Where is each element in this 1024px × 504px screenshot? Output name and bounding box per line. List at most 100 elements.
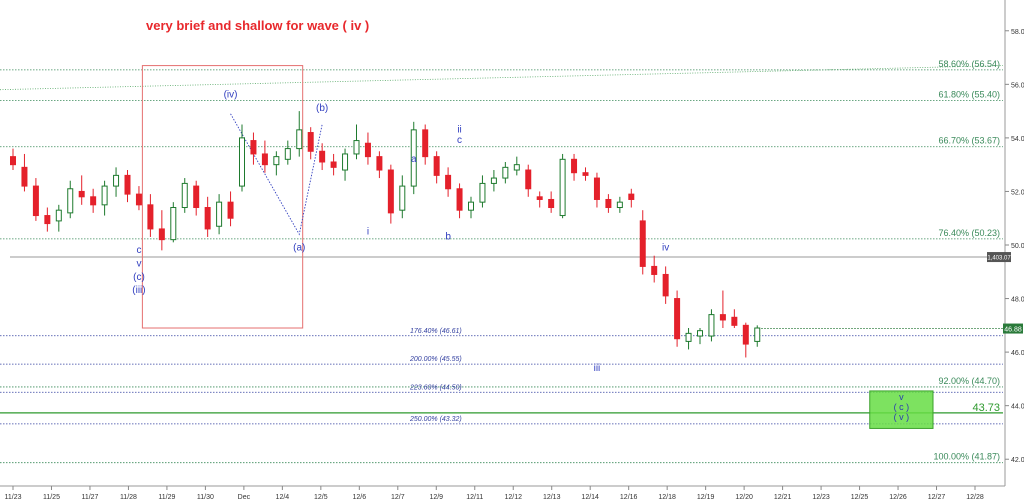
candle-up	[490, 177, 497, 184]
candle-down	[422, 129, 429, 158]
candle-down	[605, 198, 612, 209]
candle-down	[261, 153, 268, 166]
y-tick-label: 44.00	[1011, 404, 1024, 411]
target-box	[869, 390, 934, 429]
fib-retracement-label: 61.80% (55.40)	[938, 89, 1000, 99]
candle-up	[708, 314, 715, 337]
fib-extension-label: 176.40% (46.61)	[410, 328, 462, 335]
candle-down	[90, 196, 97, 206]
candle-down	[456, 188, 463, 211]
x-tick-label: 12/4	[276, 494, 290, 501]
wave-label: (iii)	[132, 285, 145, 296]
y-tick-label: 46.00	[1011, 350, 1024, 357]
y-tick-label: 56.00	[1011, 82, 1024, 89]
candle-up	[113, 174, 120, 187]
y-tick-label: 54.00	[1011, 136, 1024, 143]
candle-down	[674, 298, 681, 340]
wave-label: (c)	[133, 272, 145, 283]
crosshair-price-label: 1,403.07	[987, 256, 1011, 262]
y-tick-label: 42.00	[1011, 457, 1024, 464]
wave-label: (iv)	[224, 90, 238, 101]
current-price-label: 46.88	[1004, 327, 1022, 334]
x-tick-label: 12/27	[928, 494, 946, 501]
wave-label: (b)	[316, 103, 328, 114]
candle-down	[376, 156, 383, 171]
fib-retracement-label: 92.00% (44.70)	[938, 376, 1000, 386]
candle-down	[330, 161, 337, 168]
wave-label: a	[411, 154, 417, 165]
candle-down	[193, 185, 200, 209]
candle-down	[227, 201, 234, 219]
x-tick-label: 12/7	[391, 494, 405, 501]
candle-down	[21, 166, 28, 187]
candle-down	[651, 265, 658, 275]
y-tick-label: 50.00	[1011, 243, 1024, 250]
current-price-tag	[1003, 323, 1023, 334]
candle-up	[559, 158, 566, 217]
candle-up	[296, 129, 303, 150]
candle-up	[410, 129, 417, 187]
x-tick-label: Dec	[238, 494, 251, 501]
x-tick-label: 12/26	[889, 494, 907, 501]
x-tick-label: 12/13	[543, 494, 561, 501]
x-tick-label: 12/23	[812, 494, 830, 501]
wave-label: iv	[662, 242, 669, 253]
fib-retracement-label: 66.70% (53.67)	[938, 136, 1000, 146]
candle-up	[239, 137, 245, 187]
x-tick-label: 12/9	[429, 494, 443, 501]
x-tick-label: 11/29	[158, 494, 175, 501]
candle-up	[342, 153, 349, 171]
candle-down	[147, 204, 154, 230]
candle-up	[697, 330, 703, 337]
candle-up	[754, 327, 761, 342]
candle-down	[433, 156, 440, 176]
y-tick-label: 52.00	[1011, 189, 1024, 196]
x-tick-label: 12/25	[851, 494, 869, 501]
candle-down	[445, 174, 452, 190]
candle-down	[204, 207, 211, 230]
candle-down	[387, 169, 394, 214]
candle-down	[32, 185, 39, 217]
candle-up	[284, 148, 291, 160]
candle-down	[582, 172, 589, 176]
fib-extension-label: 223.60% (44.50)	[409, 384, 462, 391]
candle-down	[525, 169, 532, 190]
candle-up	[685, 332, 692, 342]
candle-down	[364, 142, 371, 158]
x-tick-label: 11/27	[81, 494, 98, 501]
candle-down	[44, 215, 51, 225]
x-tick-label: 11/23	[5, 494, 22, 501]
target-box-label: v	[899, 392, 904, 402]
x-tick-label: 11/25	[43, 494, 60, 501]
fib-extension-label: 250.00% (43.32)	[409, 416, 462, 423]
target-box-label: ( v )	[894, 412, 910, 422]
fib-retracement-label: 100.00% (41.87)	[933, 452, 1000, 462]
y-tick-label: 58.00	[1011, 29, 1024, 36]
candle-up	[170, 207, 177, 241]
candle-up	[67, 188, 74, 214]
x-tick-label: 12/20	[735, 494, 753, 501]
x-tick-label: 12/12	[504, 494, 522, 501]
highlight-box	[141, 65, 304, 329]
x-tick-label: 11/28	[120, 494, 137, 501]
x-tick-label: 12/6	[353, 494, 367, 501]
crosshair-price-tag	[987, 252, 1011, 263]
candle-down	[158, 228, 165, 241]
candle-down	[548, 198, 555, 209]
x-tick-label: 12/21	[774, 494, 792, 501]
candle-down	[135, 193, 142, 206]
wave-label: b	[445, 232, 451, 243]
wave-label: ii	[457, 125, 461, 136]
x-tick-label: 11/30	[197, 494, 214, 501]
candle-up	[353, 140, 360, 155]
candle-down	[628, 193, 635, 200]
candle-up	[502, 166, 509, 179]
candle-down	[307, 132, 314, 152]
x-tick-label: 12/16	[620, 494, 638, 501]
wave-label: iii	[594, 363, 601, 374]
candle-up	[101, 185, 108, 206]
candle-down	[536, 196, 543, 200]
fib-retracement-label: 76.40% (50.23)	[938, 228, 1000, 238]
candle-up	[616, 201, 623, 209]
